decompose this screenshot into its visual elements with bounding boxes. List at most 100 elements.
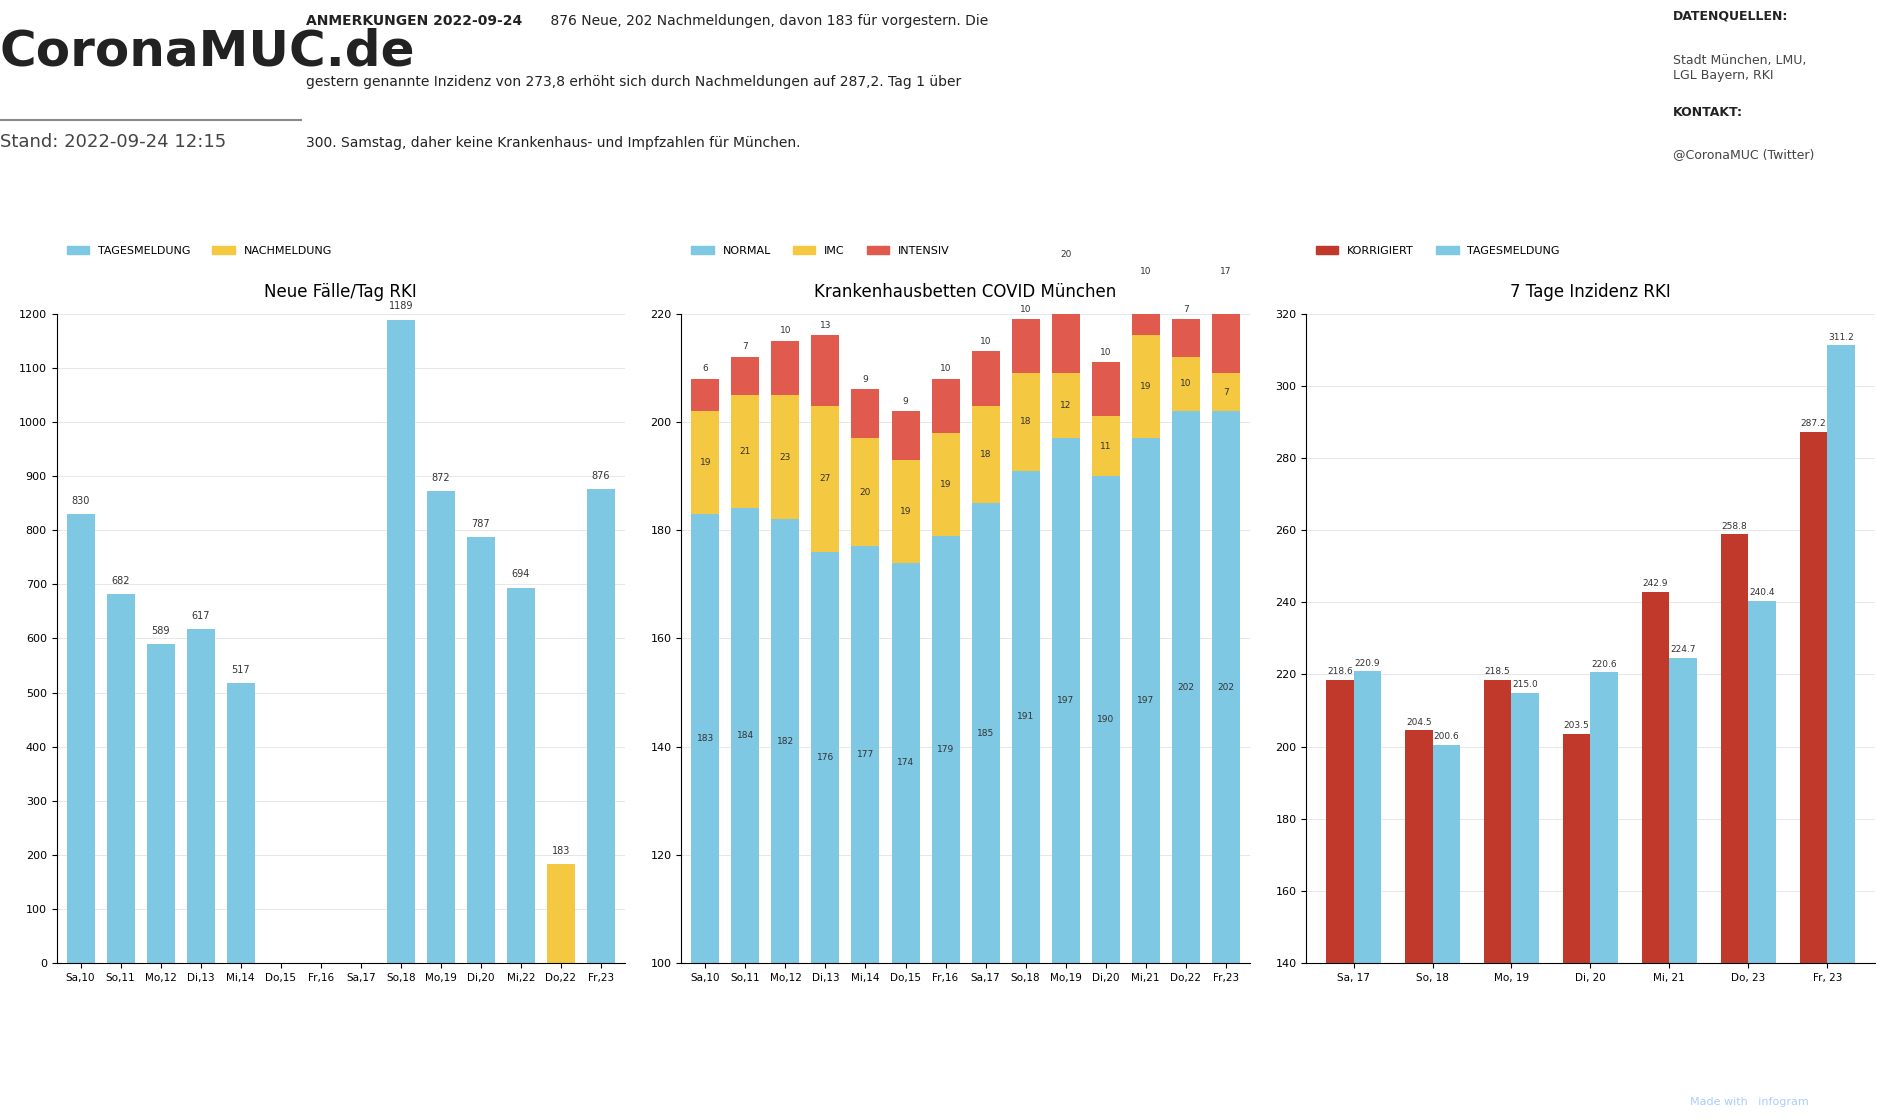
Text: 19: 19	[1140, 382, 1151, 391]
Bar	[731, 395, 759, 508]
Bar	[1564, 734, 1590, 963]
Text: 311,2: 311,2	[1665, 240, 1788, 278]
Text: 17: 17	[1172, 240, 1223, 273]
Text: 21: 21	[740, 447, 752, 456]
Text: 311.2: 311.2	[1827, 333, 1854, 342]
Text: 183: 183	[552, 846, 571, 856]
Text: 11: 11	[1100, 441, 1112, 450]
Text: 10: 10	[1100, 348, 1112, 357]
Text: gestern genannte Inzidenz von 273,8 erhöht sich durch Nachmeldungen auf 287,2. T: gestern genannte Inzidenz von 273,8 erhö…	[305, 75, 961, 90]
Text: 7: 7	[1223, 388, 1228, 396]
Text: 787: 787	[471, 519, 490, 529]
Text: 10: 10	[980, 337, 991, 346]
Bar	[691, 411, 720, 514]
Text: INZIDENZ RKI: INZIDENZ RKI	[1682, 198, 1773, 211]
Text: ⬆ Share: ⬆ Share	[47, 1095, 98, 1109]
Text: 617: 617	[192, 612, 209, 622]
Text: 218.5: 218.5	[1485, 668, 1511, 676]
Bar	[507, 588, 535, 963]
Bar	[731, 357, 759, 395]
Bar	[972, 405, 1000, 503]
Bar	[1405, 730, 1432, 963]
Bar	[891, 460, 919, 562]
Bar	[1091, 417, 1119, 476]
Bar	[1132, 438, 1161, 963]
Text: 204.5: 204.5	[1405, 718, 1432, 727]
Text: Made with   infogram: Made with infogram	[1690, 1096, 1809, 1107]
Title: Krankenhausbetten COVID München: Krankenhausbetten COVID München	[814, 283, 1117, 301]
Text: Gesamt: 635.893: Gesamt: 635.893	[109, 296, 205, 306]
Text: DATENQUELLEN:: DATENQUELLEN:	[1673, 9, 1788, 22]
Bar	[1051, 265, 1080, 373]
Text: @CoronaMUC (Twitter): @CoronaMUC (Twitter)	[1673, 148, 1814, 161]
Text: STAND 2022-09-23: STAND 2022-09-23	[1053, 300, 1145, 310]
Text: 7: 7	[1183, 305, 1189, 314]
Text: 876 Neue, 202 Nachmeldungen, davon 183 für vorgestern. Die: 876 Neue, 202 Nachmeldungen, davon 183 f…	[546, 15, 989, 28]
Text: 10: 10	[940, 364, 951, 373]
Bar	[386, 319, 414, 963]
Bar	[1748, 600, 1777, 963]
Text: 202: 202	[1178, 682, 1194, 692]
Text: 197: 197	[1138, 697, 1155, 706]
Text: 18: 18	[980, 450, 991, 459]
Bar	[546, 865, 575, 963]
Bar	[147, 644, 175, 963]
Bar	[586, 489, 614, 963]
Text: 185: 185	[978, 729, 995, 738]
Bar	[1211, 281, 1240, 373]
Bar	[1326, 680, 1353, 963]
Text: 23: 23	[780, 452, 791, 461]
Text: 20: 20	[1061, 251, 1072, 260]
Bar	[1211, 411, 1240, 963]
Text: KONTAKT:: KONTAKT:	[1673, 106, 1743, 120]
Bar	[852, 438, 880, 547]
Text: REPRODUKTIONSWERT: REPRODUKTIONSWERT	[1338, 198, 1488, 211]
Text: 258.8: 258.8	[1722, 522, 1746, 531]
Bar	[107, 594, 134, 963]
Text: 10: 10	[1179, 380, 1191, 389]
Text: Quelle: CoronaМUC
LMU: 1,09  2022-09-20: Quelle: CoronaМUC LMU: 1,09 2022-09-20	[1349, 296, 1477, 317]
Bar	[428, 492, 454, 963]
Bar	[1091, 476, 1119, 963]
Bar	[972, 503, 1000, 963]
Bar	[771, 520, 799, 963]
Text: AKTUELL INFIZIERTE*: AKTUELL INFIZIERTE*	[714, 198, 855, 211]
Bar	[1132, 281, 1161, 335]
Text: 287.2: 287.2	[1801, 419, 1826, 428]
Bar	[187, 629, 215, 963]
Text: 13: 13	[820, 320, 831, 330]
Legend: NORMAL, IMC, INTENSIV: NORMAL, IMC, INTENSIV	[688, 241, 955, 260]
Bar	[812, 552, 840, 963]
Bar	[812, 335, 840, 405]
Bar	[691, 379, 720, 411]
Text: 191: 191	[1017, 712, 1034, 721]
Text: 7: 7	[1093, 240, 1117, 273]
Bar	[931, 432, 959, 535]
Text: 589: 589	[151, 626, 170, 636]
Bar	[1353, 671, 1381, 963]
Text: 218.6: 218.6	[1326, 666, 1353, 676]
Bar	[1012, 470, 1040, 963]
Text: 300. Samstag, daher keine Krankenhaus- und Impfzahlen für München.: 300. Samstag, daher keine Krankenhaus- u…	[305, 136, 801, 150]
Bar	[1799, 432, 1827, 963]
Bar	[852, 390, 880, 438]
Text: 176: 176	[818, 753, 835, 762]
Text: 202: 202	[1217, 682, 1234, 692]
Text: ANMERKUNGEN 2022-09-24: ANMERKUNGEN 2022-09-24	[305, 15, 522, 28]
Text: 177: 177	[857, 750, 874, 759]
Text: 7: 7	[742, 343, 748, 352]
Bar	[812, 405, 840, 552]
Text: * Genesene:  7 Tages Durchschnitt der Summe RKI vor 10 Tagen | Aktuell Infiziert: * Genesene: 7 Tages Durchschnitt der Sum…	[529, 1067, 1355, 1082]
Text: 1,20: 1,20	[1364, 240, 1462, 278]
Text: TODESFÄLLE: TODESFÄLLE	[430, 198, 512, 211]
Bar	[1432, 745, 1460, 963]
Bar	[931, 535, 959, 963]
Text: 20: 20	[859, 487, 870, 497]
Bar	[1172, 357, 1200, 411]
Bar	[852, 547, 880, 963]
Text: 197: 197	[1057, 697, 1074, 706]
Text: 224.7: 224.7	[1671, 645, 1696, 654]
Bar	[931, 379, 959, 432]
Bar	[1132, 335, 1161, 438]
Text: 9: 9	[902, 396, 908, 405]
